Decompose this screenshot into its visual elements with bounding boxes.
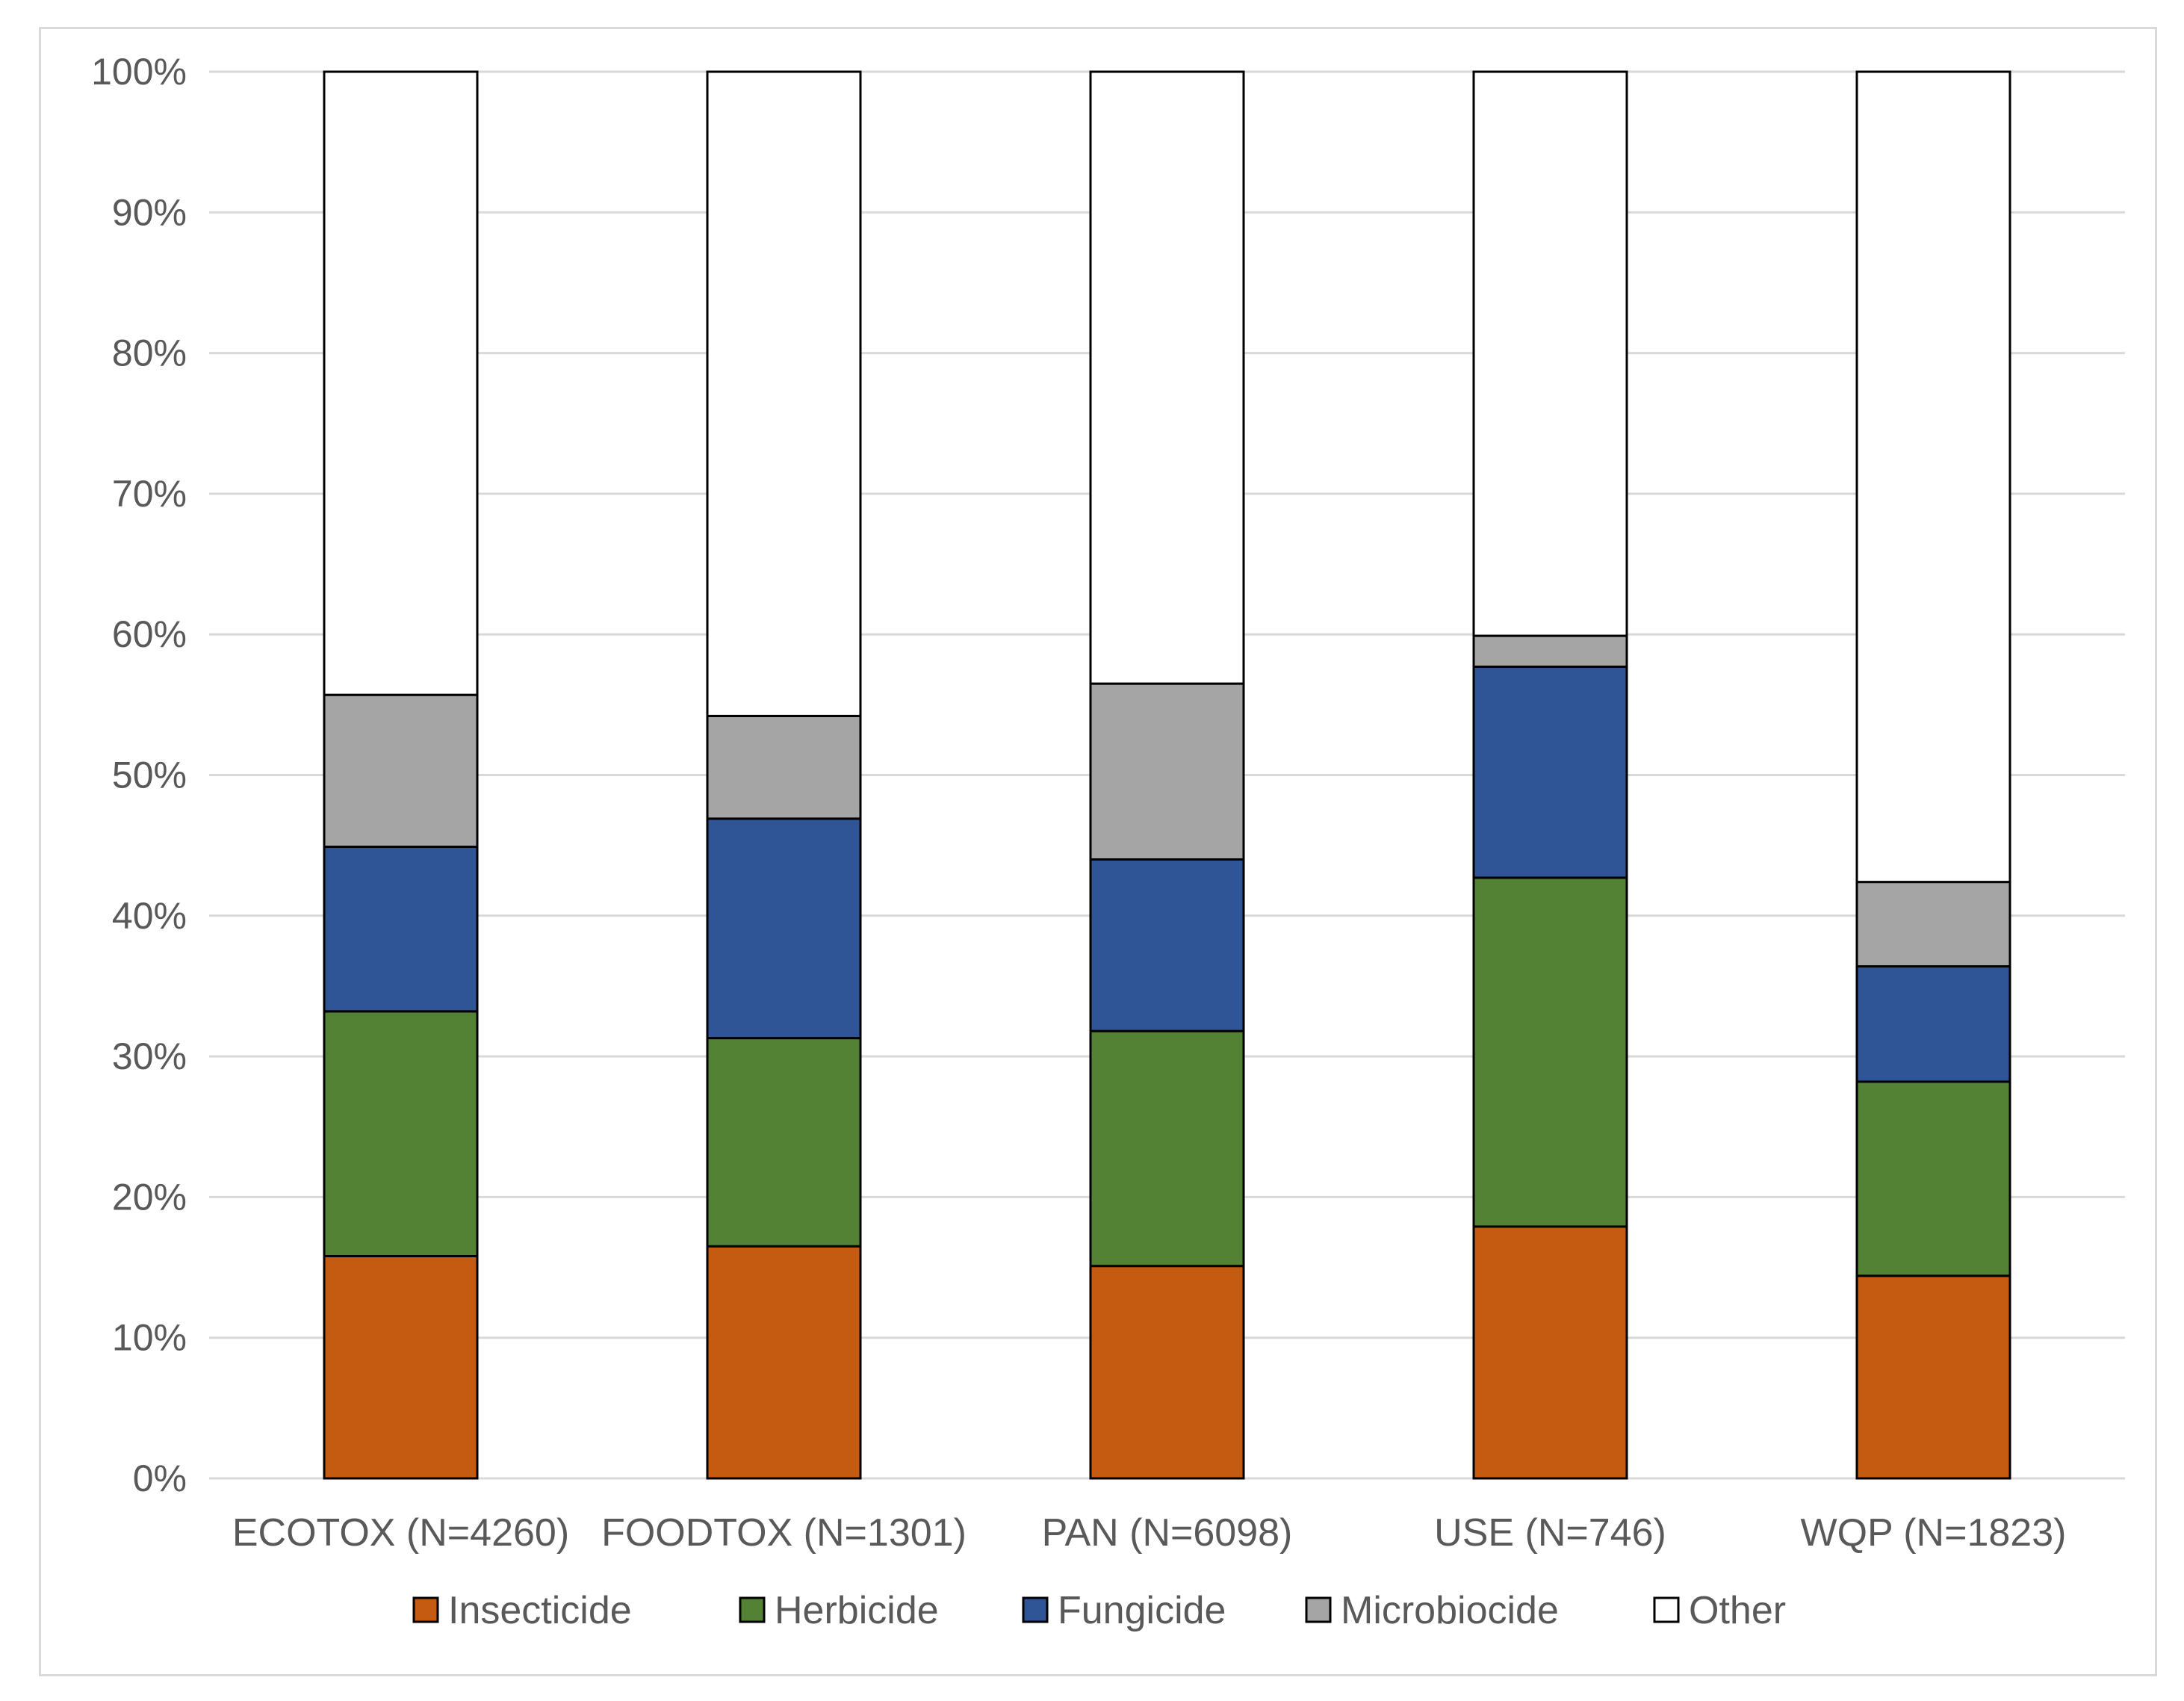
legend-label-other: Other <box>1689 1589 1786 1632</box>
bar-segment-herbicide-2 <box>1089 1029 1245 1268</box>
bar-segment-microbiocide-1 <box>706 714 862 820</box>
bar-segment-other-0 <box>323 70 479 696</box>
y-tick-label: 30% <box>112 1035 187 1077</box>
legend-label-insecticide: Insecticide <box>448 1589 632 1632</box>
x-category-label: PAN (N=6098) <box>1042 1511 1293 1555</box>
bar-segment-insecticide-3 <box>1472 1225 1628 1480</box>
legend-swatch-herbicide <box>739 1596 766 1623</box>
x-category-label: USE (N=746) <box>1434 1511 1666 1555</box>
y-tick-label: 100% <box>91 51 187 93</box>
legend-swatch-fungicide <box>1022 1596 1049 1623</box>
bar-segment-insecticide-4 <box>1855 1274 2011 1480</box>
bar-segment-herbicide-3 <box>1472 876 1628 1228</box>
chart-frame: 0% 10% 20% 30% 40% 50% 60% 70% 80% 90% 100% ECOTOX… <box>39 27 2157 1676</box>
y-tick-label: 80% <box>112 332 187 374</box>
y-tick-label: 20% <box>112 1176 187 1218</box>
bar-segment-microbiocide-0 <box>323 693 479 849</box>
y-tick-label: 50% <box>112 755 187 796</box>
bar-segment-microbiocide-4 <box>1855 881 2011 968</box>
y-tick-label: 60% <box>112 613 187 655</box>
bar-segment-other-4 <box>1855 70 2011 884</box>
x-category-label: ECOTOX (N=4260) <box>232 1511 569 1555</box>
bar-segment-fungicide-0 <box>323 846 479 1013</box>
bar-segment-fungicide-2 <box>1089 858 1245 1032</box>
x-category-label: WQP (N=1823) <box>1801 1511 2067 1555</box>
bar-segment-microbiocide-3 <box>1472 634 1628 669</box>
bar-segment-insecticide-2 <box>1089 1265 1245 1480</box>
x-category-label: FOODTOX (N=1301) <box>601 1511 967 1555</box>
bar-segment-herbicide-4 <box>1855 1080 2011 1277</box>
bar-segment-insecticide-1 <box>706 1245 862 1480</box>
y-tick-label: 0% <box>133 1457 187 1499</box>
legend-label-herbicide: Herbicide <box>775 1589 939 1632</box>
bar-segment-herbicide-0 <box>323 1010 479 1257</box>
y-tick-label: 70% <box>112 473 187 515</box>
legend-label-fungicide: Fungicide <box>1058 1589 1226 1632</box>
legend: Insecticide Herbicide Fungicide Microbiocid… <box>412 1589 1786 1632</box>
bar-segment-microbiocide-2 <box>1089 682 1245 861</box>
bar-segment-other-1 <box>706 70 862 717</box>
legend-swatch-microbiocide <box>1305 1596 1332 1623</box>
bars <box>323 70 2011 1480</box>
bar-segment-herbicide-1 <box>706 1037 862 1248</box>
x-axis-labels: ECOTOX (N=4260) FOODTOX (N=1301) PAN (N=60… <box>232 1511 2067 1555</box>
bar-segment-other-2 <box>1089 70 1245 685</box>
bar-segment-fungicide-4 <box>1855 965 2011 1083</box>
y-axis-ticks: 0% 10% 20% 30% 40% 50% 60% 70% 80% 90% 100% <box>91 51 187 1499</box>
bar-segment-insecticide-0 <box>323 1254 479 1480</box>
bar-segment-fungicide-3 <box>1472 666 1628 879</box>
legend-swatch-insecticide <box>412 1596 439 1623</box>
y-tick-label: 40% <box>112 895 187 937</box>
legend-swatch-other <box>1653 1596 1680 1623</box>
legend-label-microbiocide: Microbiocide <box>1341 1589 1559 1632</box>
y-tick-label: 90% <box>112 191 187 233</box>
bar-segment-fungicide-1 <box>706 817 862 1040</box>
stacked-bar-chart: 0% 10% 20% 30% 40% 50% 60% 70% 80% 90% 100% ECOTOX… <box>91 51 2125 1632</box>
y-tick-label: 10% <box>112 1317 187 1359</box>
bar-segment-other-3 <box>1472 70 1628 637</box>
